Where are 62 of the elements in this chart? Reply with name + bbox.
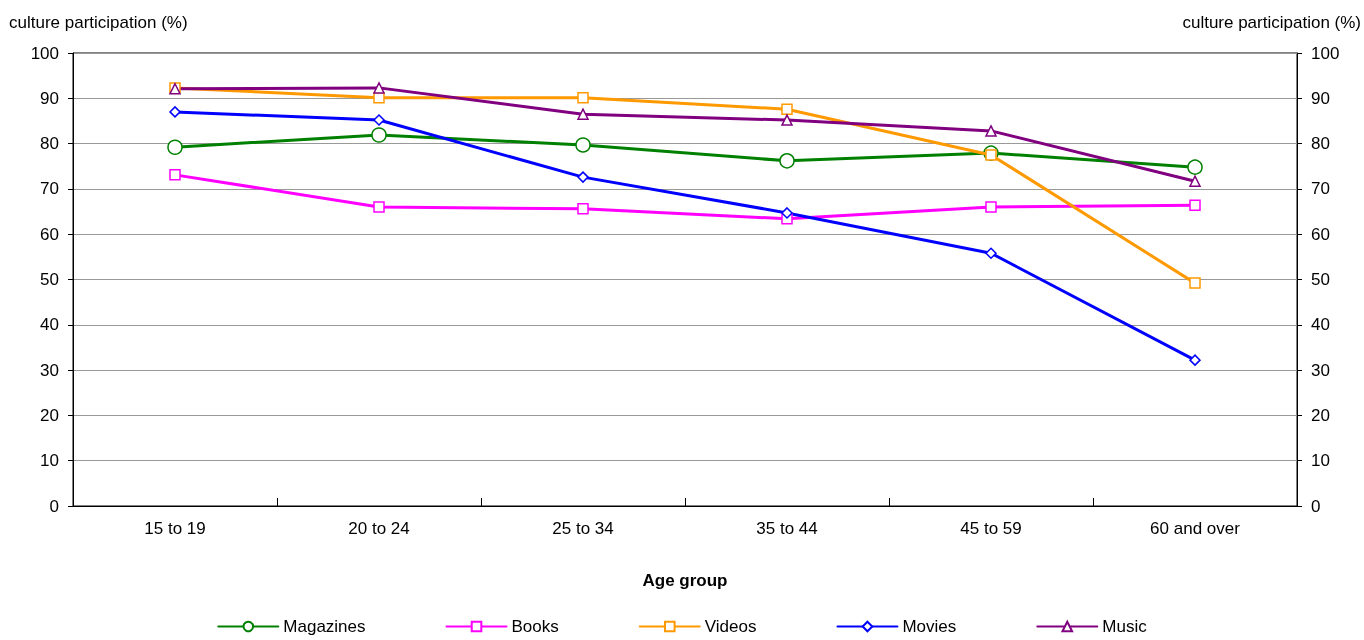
y2-tick-label: 30 <box>1311 360 1330 380</box>
point <box>577 108 589 120</box>
y2-tick-label: 10 <box>1311 451 1330 471</box>
point <box>781 114 793 126</box>
legend-label: Movies <box>902 617 957 636</box>
point <box>575 137 591 153</box>
point <box>781 207 793 219</box>
y-axis-title: culture participation (%) <box>9 13 188 32</box>
point <box>373 201 385 213</box>
point <box>169 169 181 181</box>
y-tick-label: 40 <box>40 315 59 335</box>
y2-tick-label: 80 <box>1311 134 1330 154</box>
y-tick-label: 20 <box>40 405 59 425</box>
x-tick-label: 15 to 19 <box>144 519 206 538</box>
y-tick-label: 60 <box>40 224 59 244</box>
point <box>1187 159 1203 175</box>
y-tick-label: 10 <box>40 451 59 471</box>
x-tick-label: 60 and over <box>1150 519 1241 538</box>
y2-tick-label: 50 <box>1311 270 1330 289</box>
point <box>1189 199 1201 211</box>
y2-tick-label: 0 <box>1311 496 1321 516</box>
point <box>781 103 793 115</box>
point <box>779 153 795 169</box>
point <box>1189 175 1201 187</box>
y-tick-label: 70 <box>40 179 59 199</box>
point <box>1189 354 1201 366</box>
point <box>985 149 997 161</box>
point <box>167 139 183 155</box>
y2-tick-label: 70 <box>1311 179 1330 199</box>
point <box>985 201 997 213</box>
y-tick-label: 100 <box>30 43 59 63</box>
legend-label: Videos <box>704 617 757 636</box>
point <box>985 125 997 137</box>
x-axis-title: Age group <box>642 571 728 590</box>
y-tick-label: 90 <box>40 88 59 108</box>
y2-tick-label: 40 <box>1311 315 1330 335</box>
point <box>577 171 589 183</box>
point <box>985 247 997 259</box>
point <box>373 82 385 94</box>
y-tick-label: 50 <box>40 270 59 289</box>
legend-label: Books <box>511 617 559 636</box>
y2-tick-label: 20 <box>1311 405 1330 425</box>
legend-label: Magazines <box>283 617 366 636</box>
point <box>371 127 387 143</box>
point <box>577 203 589 215</box>
point <box>373 114 385 126</box>
y2-tick-label: 100 <box>1311 43 1340 63</box>
x-tick-label: 45 to 59 <box>960 519 1022 538</box>
y2-axis-title: culture participation (%) <box>1182 13 1361 32</box>
x-tick-label: 20 to 24 <box>348 519 410 538</box>
point <box>577 92 589 104</box>
y2-tick-label: 90 <box>1311 88 1330 108</box>
x-tick-label: 35 to 44 <box>756 519 818 538</box>
point <box>169 106 181 118</box>
point <box>1189 277 1201 289</box>
y-tick-label: 80 <box>40 134 59 154</box>
y-tick-label: 0 <box>49 496 59 516</box>
point <box>373 92 385 104</box>
y2-tick-label: 60 <box>1311 224 1330 244</box>
legend-label: Music <box>1102 617 1148 636</box>
y-tick-label: 30 <box>40 360 59 380</box>
x-tick-label: 25 to 34 <box>552 519 614 538</box>
